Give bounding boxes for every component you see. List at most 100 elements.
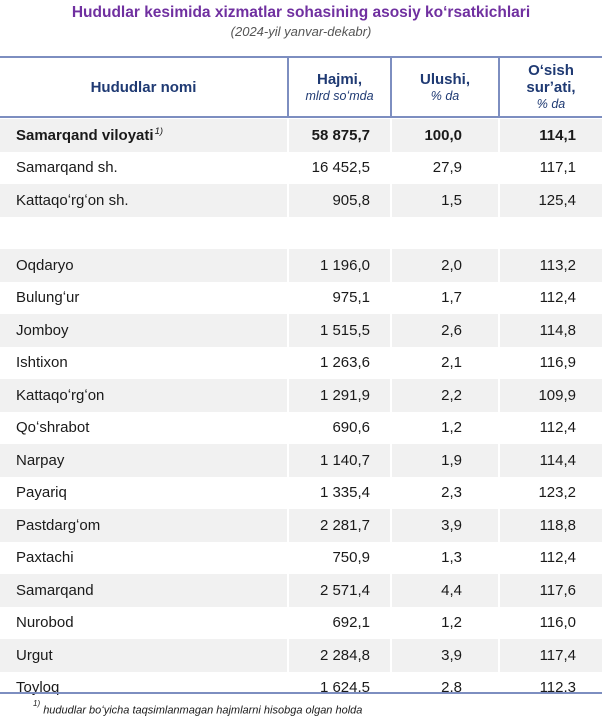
region-name: Qoʻshrabot xyxy=(16,419,90,437)
volume-cell: 1 291,9 xyxy=(319,386,370,404)
column-separator xyxy=(498,671,500,704)
region-name: Narpay xyxy=(16,451,65,469)
volume-cell: 750,9 xyxy=(332,549,370,567)
table-row: Samarqand sh. 16 452,5 27,9 117,1 xyxy=(0,151,602,185)
share-cell: 1,2 xyxy=(441,419,462,437)
share-cell: 1,7 xyxy=(441,289,462,307)
volume-cell: 2 284,8 xyxy=(319,646,370,664)
region-name-cell: Payariq xyxy=(0,477,287,510)
region-name: Jomboy xyxy=(16,321,69,339)
column-separator xyxy=(498,541,500,574)
region-name: Ishtixon xyxy=(16,354,68,372)
page-title: Hududlar kesimida xizmatlar sohasining a… xyxy=(71,4,531,21)
column-separator xyxy=(390,379,392,412)
region-name-cell: Kattaqoʻrgʻon xyxy=(0,379,287,412)
volume-cell: 1 263,6 xyxy=(319,354,370,372)
header-growth-unit: % da xyxy=(536,97,566,111)
growth-cell: 123,2 xyxy=(538,484,576,502)
share-cell: 3,9 xyxy=(441,516,462,534)
column-separator xyxy=(390,184,392,217)
growth-cell: 116,9 xyxy=(539,354,576,372)
region-name: Kattaqoʻrgʻon xyxy=(16,386,105,404)
column-separator xyxy=(498,476,500,509)
column-separator xyxy=(287,281,289,314)
column-separator xyxy=(390,541,392,574)
column-separator xyxy=(498,151,500,184)
growth-cell: 116,0 xyxy=(539,614,576,632)
footnote-reference: 1) xyxy=(154,125,164,137)
column-separator xyxy=(390,574,392,607)
region-name: Kattaqoʻrgʻon sh. xyxy=(16,191,129,209)
volume-cell: 905,8 xyxy=(332,191,370,209)
column-separator xyxy=(287,476,289,509)
region-name-cell: Paxtachi xyxy=(0,542,287,575)
region-name-cell: Oqdaryo xyxy=(0,249,287,282)
column-separator xyxy=(287,411,289,444)
header-volume-unit: mlrd soʻmda xyxy=(305,88,374,103)
volume-cell: 1 335,4 xyxy=(319,484,370,502)
table-row: Bulungʻur 975,1 1,7 112,4 xyxy=(0,281,602,314)
header-growth-label-line1: Oʻsish xyxy=(528,62,574,79)
table-row: Urgut 2 284,8 3,9 117,4 xyxy=(0,639,602,672)
region-name-cell xyxy=(0,217,287,250)
volume-cell: 690,6 xyxy=(332,419,370,437)
region-name: Pastdargʻom xyxy=(16,516,101,534)
volume-cell xyxy=(289,217,390,250)
share-cell: 1,5 xyxy=(441,191,462,209)
column-separator xyxy=(498,606,500,639)
share-cell xyxy=(392,217,498,250)
column-separator xyxy=(390,639,392,672)
table-row: Nurobod 692,1 1,2 116,0 xyxy=(0,606,602,639)
table-row: Pastdargʻom 2 281,7 3,9 118,8 xyxy=(0,509,602,542)
column-separator xyxy=(498,119,500,152)
volume-cell: 692,1 xyxy=(332,614,370,632)
column-separator xyxy=(287,541,289,574)
growth-cell: 109,9 xyxy=(538,386,576,404)
header-region-name-label: Hududlar nomi xyxy=(90,78,197,96)
column-separator xyxy=(287,119,289,152)
column-separator xyxy=(390,119,392,152)
growth-cell: 117,6 xyxy=(539,581,576,599)
growth-cell: 114,8 xyxy=(539,321,576,339)
table-row: Ishtixon 1 263,6 2,1 116,9 xyxy=(0,346,602,379)
share-cell: 1,3 xyxy=(441,549,462,567)
share-cell: 2,3 xyxy=(441,484,462,502)
header-growth-label-line2: surʼati, xyxy=(526,79,576,96)
header-volume: Hajmi, mlrd soʻmda xyxy=(289,58,390,116)
region-name-cell: Pastdargʻom xyxy=(0,509,287,542)
column-separator xyxy=(498,379,500,412)
region-name: Samarqand sh. xyxy=(16,159,118,177)
column-separator xyxy=(287,346,289,379)
volume-cell: 1 515,5 xyxy=(319,321,370,339)
share-cell: 3,9 xyxy=(441,646,462,664)
header-share: Ulushi, % da xyxy=(392,58,498,116)
column-separator xyxy=(390,476,392,509)
region-name: Bulungʻur xyxy=(16,289,80,307)
region-name-cell: Samarqand sh. xyxy=(0,152,287,185)
header-divider xyxy=(287,58,289,116)
column-separator xyxy=(390,509,392,542)
table-row: Samarqand 2 571,4 4,4 117,6 xyxy=(0,574,602,607)
table-header: Hududlar nomi Hajmi, mlrd soʻmda Ulushi,… xyxy=(0,56,602,118)
column-separator xyxy=(498,411,500,444)
region-name-cell: Jomboy xyxy=(0,314,287,347)
volume-cell: 975,1 xyxy=(332,289,370,307)
column-separator xyxy=(287,249,289,282)
column-separator xyxy=(287,639,289,672)
header-region-name: Hududlar nomi xyxy=(0,58,287,116)
volume-cell: 1 196,0 xyxy=(319,256,370,274)
share-cell: 2,2 xyxy=(441,386,462,404)
column-separator xyxy=(390,671,392,704)
table-row xyxy=(0,216,602,250)
column-separator xyxy=(390,411,392,444)
region-name: Samarqand viloyati xyxy=(16,126,154,144)
header-share-label: Ulushi, xyxy=(419,70,470,88)
column-separator xyxy=(498,216,500,249)
header-volume-label: Hajmi, xyxy=(316,70,362,88)
table-bottom-border xyxy=(0,692,602,694)
column-separator xyxy=(287,216,289,249)
volume-cell: 1 624,5 xyxy=(319,679,370,697)
header-share-unit: % da xyxy=(430,88,460,103)
growth-cell: 117,4 xyxy=(539,646,576,664)
growth-cell: 112,4 xyxy=(539,549,576,567)
